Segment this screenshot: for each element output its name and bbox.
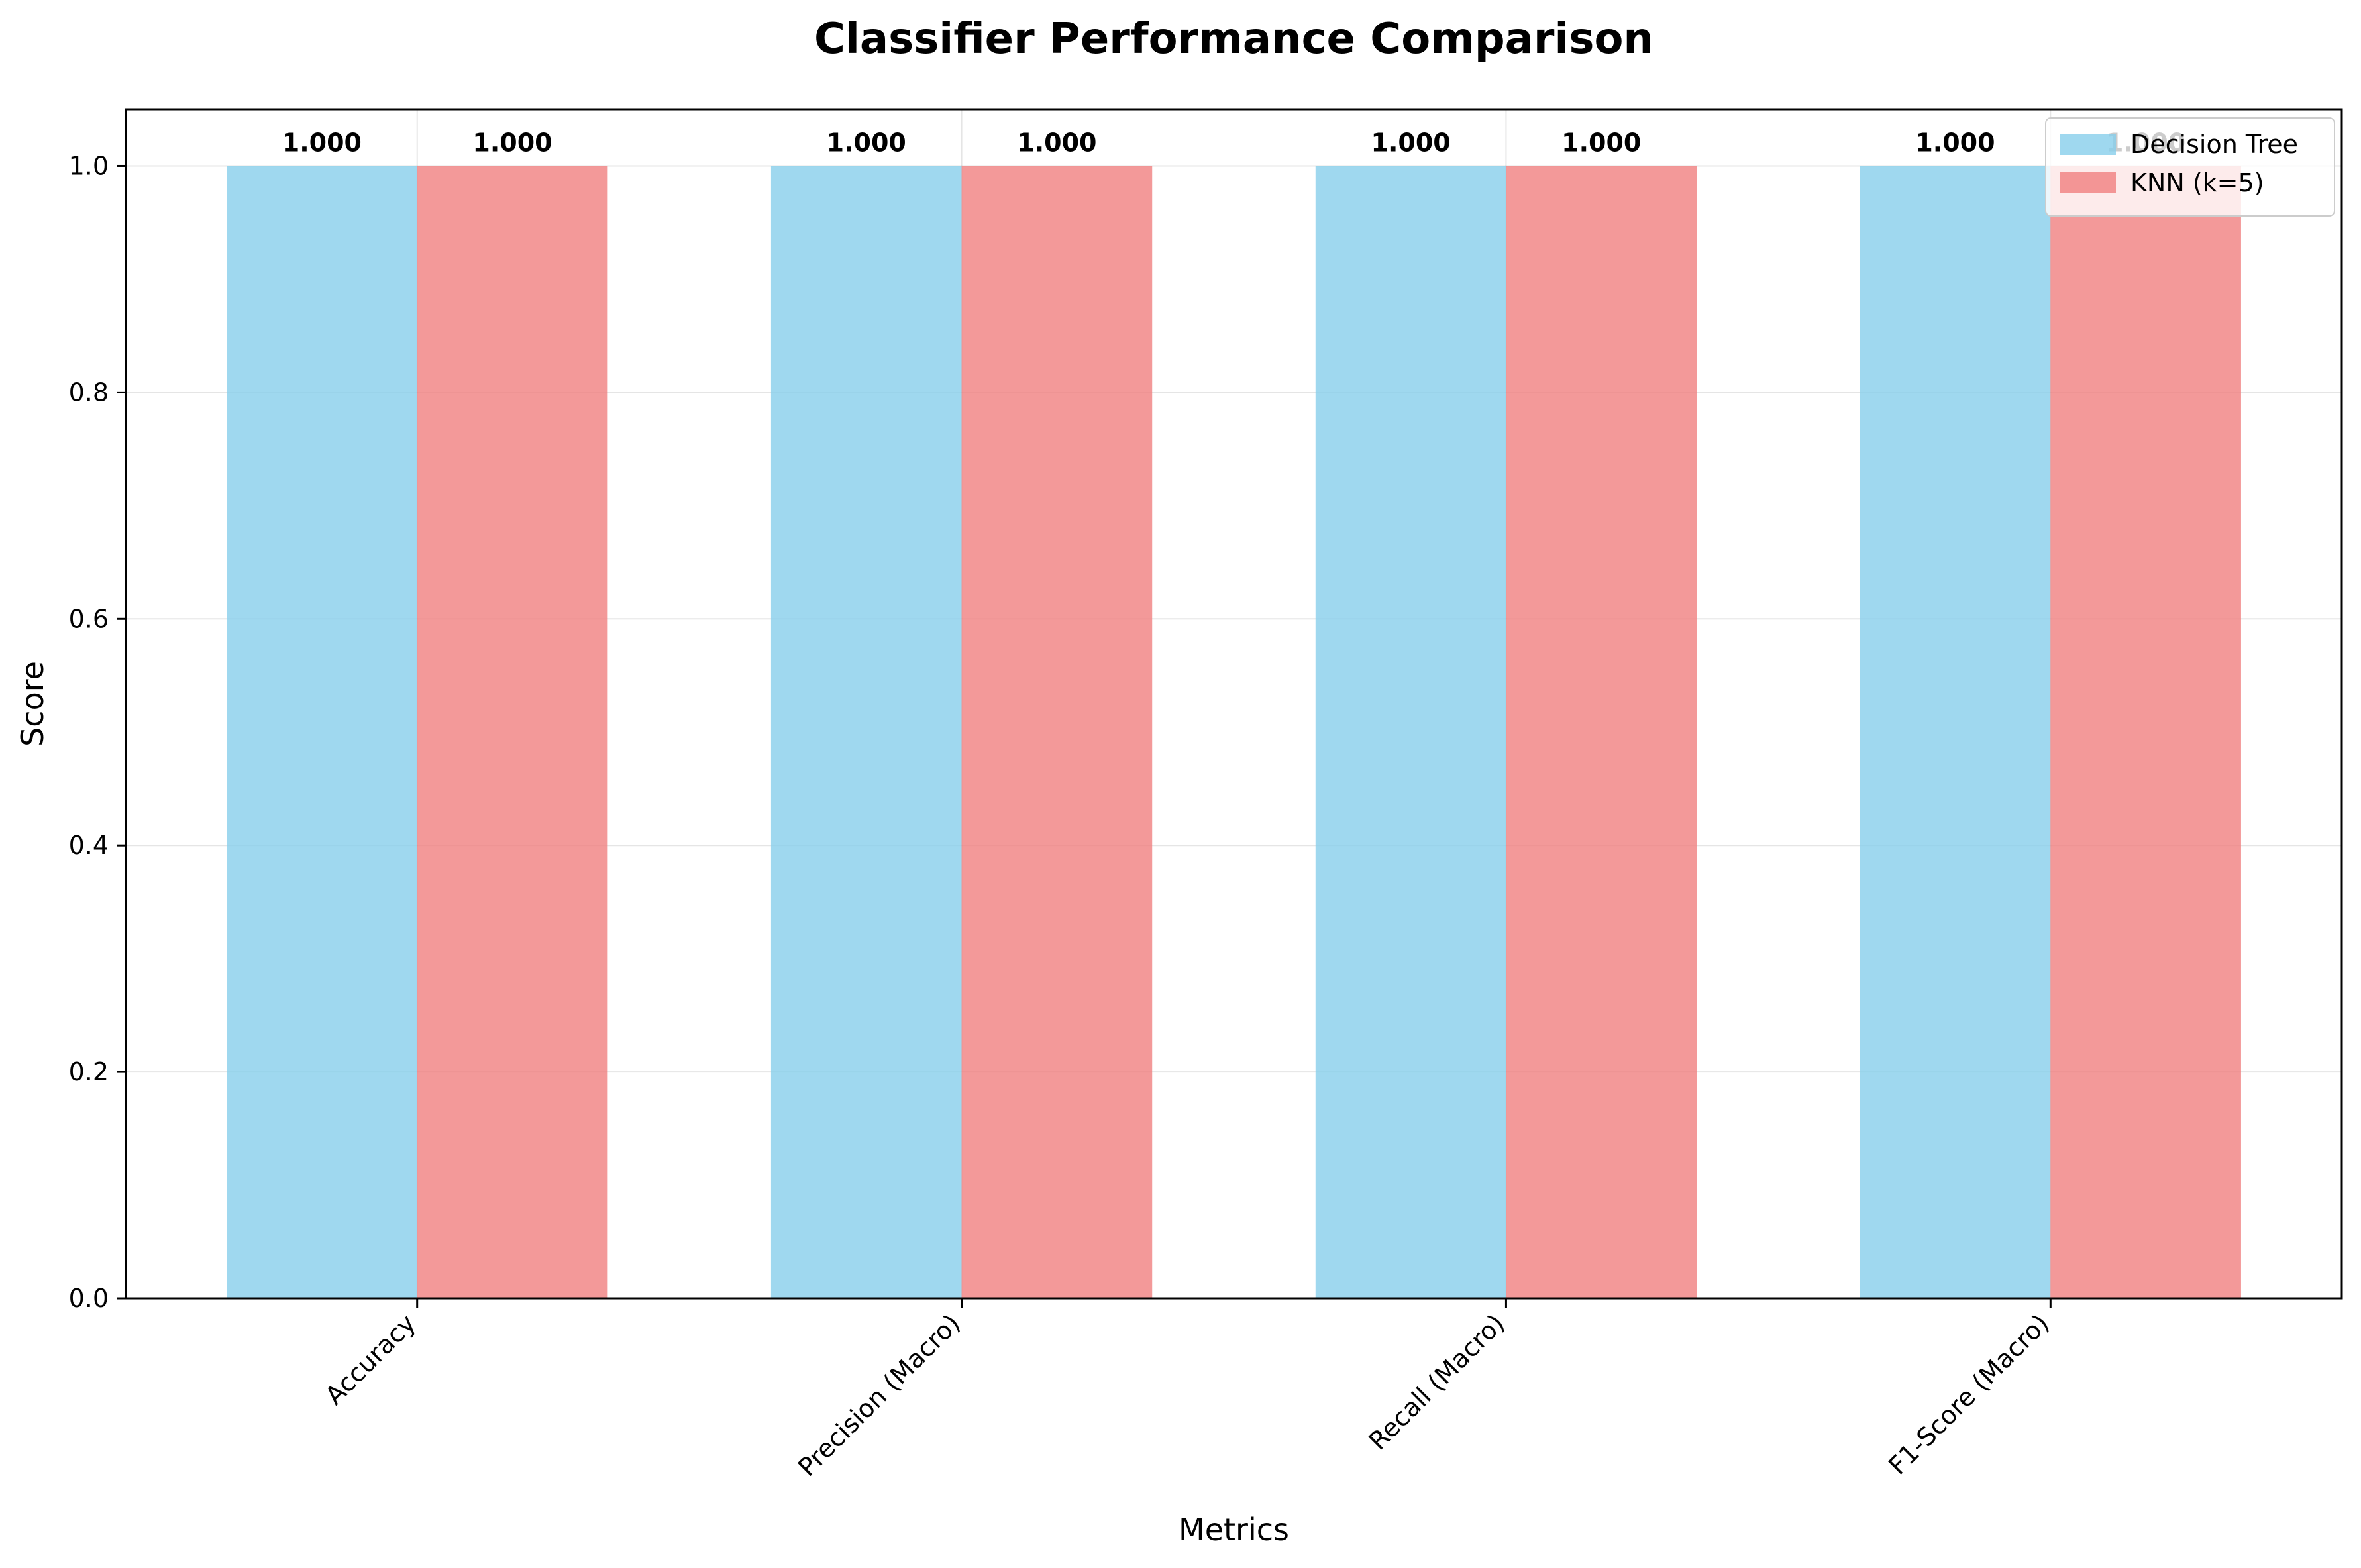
legend-box bbox=[2045, 117, 2335, 217]
y-axis-ticks: 0.0 0.2 0.4 0.6 0.8 1.0 bbox=[69, 151, 126, 1313]
bar-value-label: 1.000 bbox=[1017, 128, 1096, 157]
y-tick-label: 0.4 bbox=[69, 831, 109, 860]
y-tick-label: 0.0 bbox=[69, 1284, 109, 1313]
bar bbox=[1315, 166, 1506, 1298]
plot-frame bbox=[125, 108, 2343, 1300]
bar bbox=[417, 166, 608, 1298]
chart-title: Classifier Performance Comparison bbox=[814, 15, 1653, 64]
bar bbox=[227, 166, 417, 1298]
bar-value-label: 1.000 bbox=[1371, 128, 1451, 157]
legend-entry-label: KNN (k=5) bbox=[2130, 168, 2264, 197]
y-tick-label: 1.0 bbox=[69, 151, 109, 180]
legend-swatch bbox=[2060, 172, 2116, 193]
bar-value-label: 1.000 bbox=[1561, 128, 1641, 157]
bar bbox=[961, 166, 1153, 1298]
bar bbox=[2050, 166, 2241, 1298]
x-axis-label: Metrics bbox=[1179, 1512, 1289, 1547]
legend-entry-label: Decision Tree bbox=[2130, 130, 2298, 159]
bars bbox=[227, 166, 2241, 1298]
bar-value-label: 1.000 bbox=[472, 128, 552, 157]
y-tick-label: 0.2 bbox=[69, 1057, 109, 1086]
legend: Decision Tree KNN (k=5) bbox=[2045, 117, 2335, 217]
bar-value-label: 1.000 bbox=[827, 128, 906, 157]
y-tick-label: 0.8 bbox=[69, 378, 109, 407]
bar-value-label: 1.000 bbox=[1915, 128, 1995, 157]
bar bbox=[1860, 166, 2051, 1298]
y-tick-label: 0.6 bbox=[69, 604, 109, 633]
bar-value-label: 1.000 bbox=[282, 128, 362, 157]
bar bbox=[770, 166, 962, 1298]
y-axis-label: Score bbox=[15, 661, 50, 747]
bar bbox=[1506, 166, 1697, 1298]
legend-swatch bbox=[2060, 134, 2116, 155]
